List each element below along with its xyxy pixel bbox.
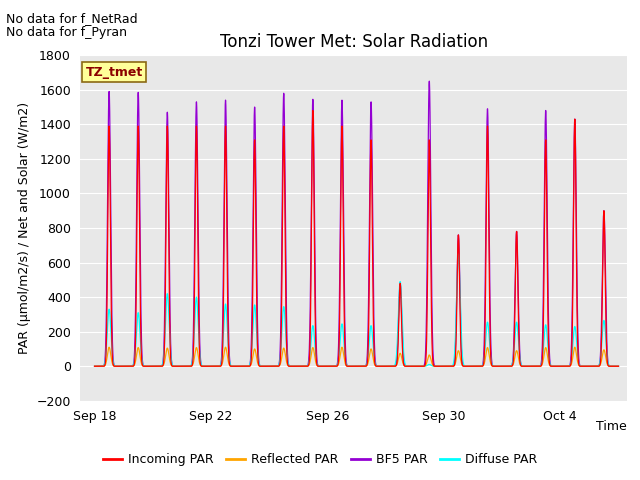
Title: Tonzi Tower Met: Solar Radiation: Tonzi Tower Met: Solar Radiation [220,33,488,51]
Legend: Incoming PAR, Reflected PAR, BF5 PAR, Diffuse PAR: Incoming PAR, Reflected PAR, BF5 PAR, Di… [98,448,542,471]
Text: TZ_tmet: TZ_tmet [86,66,143,79]
Y-axis label: PAR (μmol/m2/s) / Net and Solar (W/m2): PAR (μmol/m2/s) / Net and Solar (W/m2) [18,102,31,354]
X-axis label: Time: Time [596,420,627,433]
Text: No data for f_Pyran: No data for f_Pyran [6,26,127,39]
Text: No data for f_NetRad: No data for f_NetRad [6,12,138,25]
